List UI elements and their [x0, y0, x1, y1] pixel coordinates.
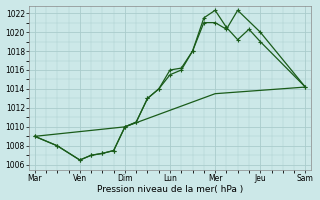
X-axis label: Pression niveau de la mer( hPa ): Pression niveau de la mer( hPa )	[97, 185, 243, 194]
